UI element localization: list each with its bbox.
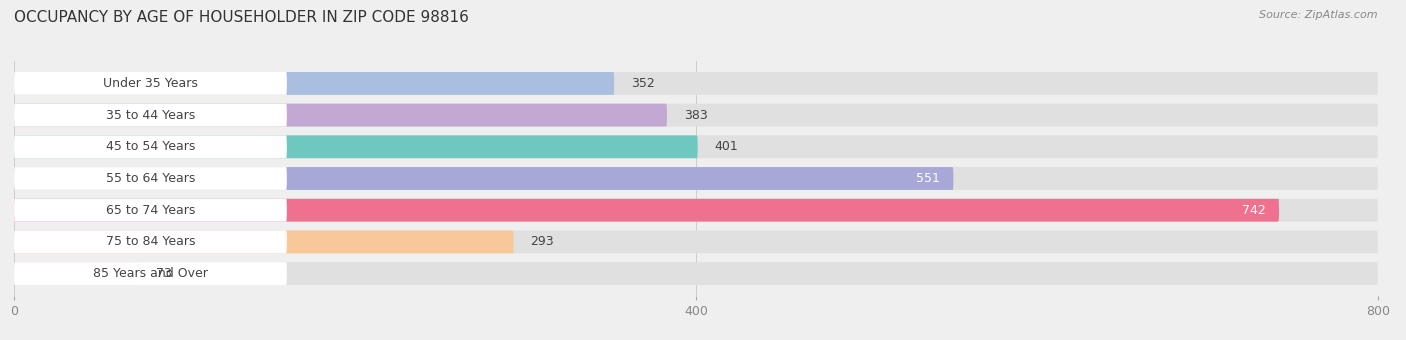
- FancyBboxPatch shape: [14, 104, 666, 126]
- Text: 85 Years and Over: 85 Years and Over: [93, 267, 208, 280]
- FancyBboxPatch shape: [14, 72, 287, 95]
- FancyBboxPatch shape: [14, 72, 1378, 95]
- FancyBboxPatch shape: [14, 199, 1279, 222]
- Text: 35 to 44 Years: 35 to 44 Years: [105, 108, 195, 122]
- FancyBboxPatch shape: [14, 104, 287, 126]
- FancyBboxPatch shape: [14, 167, 1378, 190]
- FancyBboxPatch shape: [14, 231, 513, 253]
- FancyBboxPatch shape: [14, 262, 287, 285]
- Text: 65 to 74 Years: 65 to 74 Years: [105, 204, 195, 217]
- Text: OCCUPANCY BY AGE OF HOUSEHOLDER IN ZIP CODE 98816: OCCUPANCY BY AGE OF HOUSEHOLDER IN ZIP C…: [14, 10, 470, 25]
- FancyBboxPatch shape: [14, 167, 287, 190]
- FancyBboxPatch shape: [14, 199, 287, 222]
- Text: Source: ZipAtlas.com: Source: ZipAtlas.com: [1260, 10, 1378, 20]
- Text: 55 to 64 Years: 55 to 64 Years: [105, 172, 195, 185]
- Text: 352: 352: [631, 77, 655, 90]
- Text: 551: 551: [915, 172, 939, 185]
- FancyBboxPatch shape: [14, 135, 1378, 158]
- Text: Under 35 Years: Under 35 Years: [103, 77, 198, 90]
- FancyBboxPatch shape: [14, 262, 1378, 285]
- Text: 293: 293: [530, 235, 554, 249]
- FancyBboxPatch shape: [14, 72, 614, 95]
- FancyBboxPatch shape: [14, 231, 287, 253]
- FancyBboxPatch shape: [14, 262, 139, 285]
- Text: 742: 742: [1241, 204, 1265, 217]
- FancyBboxPatch shape: [14, 135, 287, 158]
- Text: 401: 401: [714, 140, 738, 153]
- Text: 75 to 84 Years: 75 to 84 Years: [105, 235, 195, 249]
- FancyBboxPatch shape: [14, 167, 953, 190]
- Text: 73: 73: [156, 267, 172, 280]
- FancyBboxPatch shape: [14, 199, 1378, 222]
- FancyBboxPatch shape: [14, 231, 1378, 253]
- FancyBboxPatch shape: [14, 104, 1378, 126]
- Text: 383: 383: [685, 108, 707, 122]
- Text: 45 to 54 Years: 45 to 54 Years: [105, 140, 195, 153]
- FancyBboxPatch shape: [14, 135, 697, 158]
